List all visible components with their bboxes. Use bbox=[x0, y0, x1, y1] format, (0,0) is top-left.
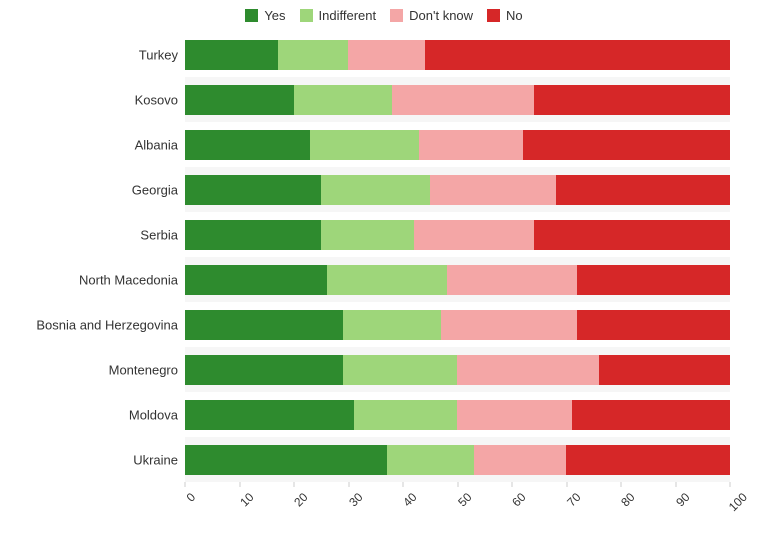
x-tick-mark bbox=[348, 482, 349, 487]
bar-segment bbox=[348, 40, 424, 70]
bar-segment bbox=[321, 220, 414, 250]
bar-segment bbox=[572, 400, 730, 430]
x-tick-label: 90 bbox=[673, 490, 692, 509]
x-tick-label: 40 bbox=[400, 490, 419, 509]
x-tick-label: 80 bbox=[618, 490, 637, 509]
bar-segment bbox=[534, 220, 730, 250]
y-axis-label: Montenegro bbox=[109, 362, 178, 377]
bar-row bbox=[185, 175, 730, 205]
plot-area bbox=[185, 32, 730, 482]
bar-segment bbox=[523, 130, 730, 160]
x-tick-mark bbox=[512, 482, 513, 487]
x-tick-mark bbox=[457, 482, 458, 487]
bar-segment bbox=[414, 220, 534, 250]
x-tick-mark bbox=[403, 482, 404, 487]
bar-row bbox=[185, 220, 730, 250]
bar-segment bbox=[310, 130, 419, 160]
bar-segment bbox=[419, 130, 523, 160]
bar-row bbox=[185, 265, 730, 295]
legend-swatch bbox=[487, 9, 500, 22]
x-tick-mark bbox=[675, 482, 676, 487]
bar-segment bbox=[387, 445, 474, 475]
bar-segment bbox=[457, 355, 599, 385]
legend-item-indifferent: Indifferent bbox=[300, 8, 377, 23]
bar-segment bbox=[185, 40, 278, 70]
bar-segment bbox=[474, 445, 567, 475]
y-axis-label: Serbia bbox=[140, 227, 178, 242]
legend-label: No bbox=[506, 8, 523, 23]
bar-segment bbox=[430, 175, 555, 205]
bar-segment bbox=[392, 85, 534, 115]
legend-swatch bbox=[300, 9, 313, 22]
y-axis-label: Ukraine bbox=[133, 452, 178, 467]
legend-label: Indifferent bbox=[319, 8, 377, 23]
bar-segment bbox=[343, 355, 457, 385]
x-tick-label: 60 bbox=[509, 490, 528, 509]
x-tick-mark bbox=[730, 482, 731, 487]
y-axis-label: Bosnia and Herzegovina bbox=[36, 317, 178, 332]
bar-segment bbox=[185, 355, 343, 385]
bar-segment bbox=[327, 265, 447, 295]
x-tick-label: 100 bbox=[726, 490, 750, 514]
bar-segment bbox=[321, 175, 430, 205]
x-tick-mark bbox=[239, 482, 240, 487]
y-axis-label: Kosovo bbox=[135, 92, 178, 107]
bar-segment bbox=[185, 400, 354, 430]
x-tick-mark bbox=[185, 482, 186, 487]
bar-row bbox=[185, 400, 730, 430]
bar-segment bbox=[566, 445, 730, 475]
bar-segment bbox=[185, 130, 310, 160]
bar-segment bbox=[441, 310, 577, 340]
bar-segment bbox=[457, 400, 571, 430]
x-tick-label: 70 bbox=[564, 490, 583, 509]
bar-segment bbox=[447, 265, 578, 295]
bar-segment bbox=[556, 175, 730, 205]
bar-segment bbox=[185, 175, 321, 205]
y-axis-label: Moldova bbox=[129, 407, 178, 422]
legend-item-no: No bbox=[487, 8, 523, 23]
x-tick-mark bbox=[294, 482, 295, 487]
x-tick-label: 0 bbox=[184, 490, 199, 505]
bar-row bbox=[185, 445, 730, 475]
bar-segment bbox=[185, 85, 294, 115]
bar-segment bbox=[599, 355, 730, 385]
bar-segment bbox=[185, 265, 327, 295]
x-tick-mark bbox=[621, 482, 622, 487]
y-axis-label: Turkey bbox=[139, 47, 178, 62]
legend-swatch bbox=[245, 9, 258, 22]
y-axis-label: North Macedonia bbox=[79, 272, 178, 287]
bar-row bbox=[185, 310, 730, 340]
bar-segment bbox=[185, 220, 321, 250]
legend-label: Don't know bbox=[409, 8, 473, 23]
legend-swatch bbox=[390, 9, 403, 22]
bar-row bbox=[185, 355, 730, 385]
x-tick-mark bbox=[566, 482, 567, 487]
bar-segment bbox=[577, 310, 730, 340]
bar-segment bbox=[185, 445, 387, 475]
bar-row bbox=[185, 130, 730, 160]
bar-row bbox=[185, 85, 730, 115]
legend-label: Yes bbox=[264, 8, 285, 23]
bar-segment bbox=[425, 40, 730, 70]
bar-row bbox=[185, 40, 730, 70]
legend-item-yes: Yes bbox=[245, 8, 285, 23]
bar-segment bbox=[294, 85, 392, 115]
bar-segment bbox=[534, 85, 730, 115]
y-axis-label: Georgia bbox=[132, 182, 178, 197]
x-tick-label: 30 bbox=[346, 490, 365, 509]
x-tick-label: 10 bbox=[237, 490, 256, 509]
bar-segment bbox=[278, 40, 349, 70]
y-axis-label: Albania bbox=[135, 137, 178, 152]
bar-segment bbox=[185, 310, 343, 340]
bar-segment bbox=[577, 265, 730, 295]
x-tick-label: 50 bbox=[455, 490, 474, 509]
bar-segment bbox=[343, 310, 441, 340]
y-axis-labels: Turkey Kosovo Albania Georgia Serbia North Ma… bbox=[0, 32, 178, 482]
legend-item-dont-know: Don't know bbox=[390, 8, 473, 23]
x-tick-label: 20 bbox=[291, 490, 310, 509]
x-axis-ticks: 0102030405060708090100 bbox=[185, 486, 730, 526]
stacked-bar-chart: Yes Indifferent Don't know No Turkey Koso… bbox=[0, 0, 768, 535]
legend: Yes Indifferent Don't know No bbox=[0, 8, 768, 23]
bar-segment bbox=[354, 400, 458, 430]
